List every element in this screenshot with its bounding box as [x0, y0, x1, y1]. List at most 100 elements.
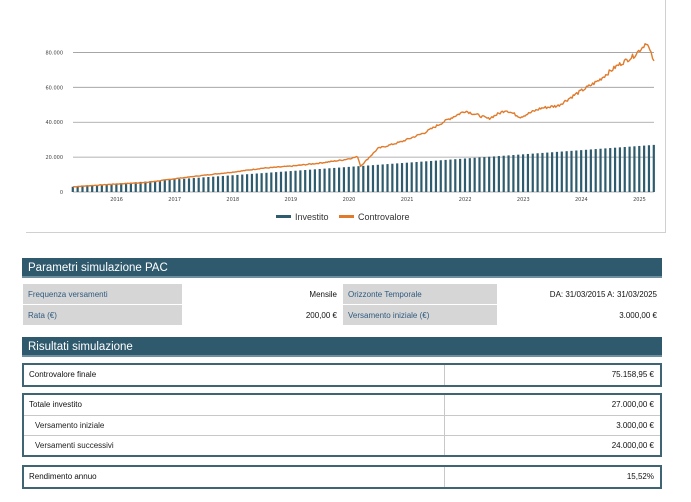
y-tick-label: 20.000 — [46, 155, 64, 161]
investito-bar — [333, 167, 336, 192]
investito-bar — [192, 178, 195, 192]
axis-ticks: 0 20.000 40.000 60.000 80.000 2016 2017 2018 201… — [46, 50, 646, 203]
result-row: Rendimento annuo 15,52% — [24, 467, 660, 487]
investito-bar — [623, 146, 626, 192]
investito-bar — [400, 163, 404, 192]
investito-bar — [371, 165, 375, 192]
result-label: Rendimento annuo — [24, 467, 445, 487]
investito-bar — [425, 161, 428, 192]
result-label: Controvalore finale — [24, 365, 445, 385]
investito-bar — [521, 154, 525, 192]
legend-controvalore-swatch[interactable] — [339, 215, 354, 218]
result-label: Versamento iniziale — [24, 416, 445, 435]
investito-bar — [391, 163, 394, 192]
controvalore-path — [72, 43, 655, 188]
investito-bar — [352, 166, 355, 192]
investito-bar — [212, 176, 215, 192]
investito-bar — [376, 164, 379, 192]
investito-bar — [483, 157, 486, 192]
investito-bar — [357, 166, 360, 192]
investito-bar — [454, 159, 457, 192]
investito-bar — [594, 149, 597, 192]
investito-bar — [284, 171, 287, 192]
investito-bar — [459, 158, 462, 192]
investment-chart: 0 20.000 40.000 60.000 80.000 2016 2017 2018 201… — [46, 43, 655, 222]
investito-bar — [178, 179, 181, 192]
param-value: 200,00 € — [182, 304, 343, 326]
y-tick-label: 40.000 — [46, 120, 64, 126]
params-table: Frequenza versamenti Mensile Orizzonte T… — [22, 283, 663, 326]
investito-bar — [405, 162, 408, 192]
legend-investito-swatch[interactable] — [276, 215, 291, 218]
investito-bar — [386, 164, 389, 192]
param-label: Versamento iniziale (€) — [342, 304, 498, 326]
params-row: Frequenza versamenti Mensile Orizzonte T… — [22, 283, 663, 305]
x-tick-label: 2022 — [459, 197, 472, 203]
x-tick-label: 2025 — [633, 197, 646, 203]
investito-bar — [652, 144, 655, 192]
y-tick-label: 80.000 — [46, 50, 64, 56]
investito-bar — [236, 174, 239, 192]
chart-legend: Investito Controvalore — [276, 212, 410, 222]
investito-bar — [139, 181, 142, 192]
investito-bar — [555, 151, 559, 192]
x-tick-label: 2020 — [343, 197, 356, 203]
x-tick-label: 2023 — [517, 197, 530, 203]
investito-bar — [478, 157, 481, 192]
legend-controvalore-label[interactable]: Controvalore — [358, 212, 410, 222]
param-value: 3.000,00 € — [497, 304, 663, 326]
investito-bar — [221, 175, 224, 192]
params-row: Rata (€) 200,00 € Versamento iniziale (€… — [22, 304, 663, 326]
results-header: Risultati simulazione — [22, 337, 662, 357]
investito-bar — [275, 172, 278, 192]
param-value: Mensile — [182, 283, 343, 305]
investito-bar — [565, 151, 568, 192]
investito-bar — [246, 174, 249, 192]
investito-bar — [507, 155, 510, 192]
investito-bar — [362, 165, 365, 192]
investito-bar — [570, 150, 573, 192]
investito-bar — [512, 155, 515, 192]
investito-bar — [134, 182, 137, 192]
investito-bar — [81, 186, 84, 192]
legend-investito-label[interactable]: Investito — [295, 212, 329, 222]
investito-bar — [488, 156, 491, 192]
investito-bar — [517, 154, 520, 192]
investito-bar — [241, 174, 244, 192]
x-tick-label: 2017 — [168, 197, 181, 203]
investito-bar — [633, 146, 636, 192]
controvalore-line — [72, 43, 655, 188]
investito-bar — [328, 168, 331, 192]
investito-bar — [299, 170, 302, 192]
investito-bar — [580, 150, 583, 192]
investito-bar — [541, 152, 544, 192]
result-value: 3.000,00 € — [616, 421, 654, 430]
investito-bar — [367, 165, 370, 192]
result-investito-block: Totale investito 27.000,00 € Versamento … — [22, 393, 662, 457]
result-value: 27.000,00 € — [611, 400, 654, 409]
investito-bar — [265, 172, 268, 192]
investito-bar — [618, 147, 622, 192]
investito-bar — [197, 177, 200, 192]
investito-bar — [492, 156, 496, 192]
investito-bar — [575, 150, 578, 192]
investito-bar — [613, 147, 617, 192]
param-value: DA: 31/03/2015 A: 31/03/2025 — [497, 283, 663, 305]
investito-bar — [86, 185, 89, 192]
investito-bar — [115, 183, 118, 192]
investito-bar — [536, 153, 539, 192]
investito-bar — [202, 177, 205, 192]
investito-bar — [396, 163, 399, 192]
investito-bar — [173, 179, 176, 192]
investito-bar — [381, 164, 384, 192]
investito-bar — [289, 171, 292, 192]
investito-bar — [526, 153, 530, 192]
investito-bar — [71, 186, 74, 192]
investito-bar — [250, 173, 254, 192]
investito-bar — [124, 182, 128, 192]
investito-bar — [270, 172, 273, 192]
investito-bar — [120, 183, 123, 192]
x-tick-label: 2016 — [110, 197, 123, 203]
investito-bar — [158, 180, 162, 192]
params-header: Parametri simulazione PAC — [22, 258, 662, 278]
